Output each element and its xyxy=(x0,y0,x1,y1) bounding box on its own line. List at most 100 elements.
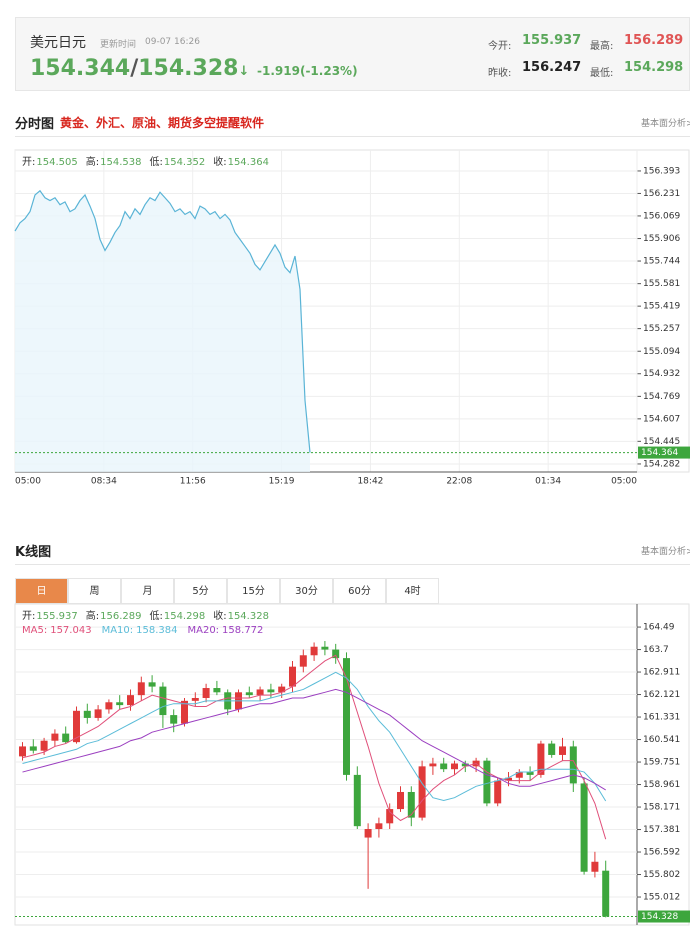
price-line xyxy=(14,189,311,453)
candle-body xyxy=(559,746,566,755)
last-price-label: 154.328 xyxy=(641,912,678,922)
info-label: 高: xyxy=(86,155,99,168)
candle-body xyxy=(299,655,307,667)
candle-body xyxy=(548,743,556,755)
candle-body xyxy=(375,823,383,830)
y-tick-label: 155.906 xyxy=(643,234,680,244)
candle-body xyxy=(386,809,394,824)
info-value: 155.937 xyxy=(36,611,77,622)
candle-body xyxy=(429,763,437,767)
quote-line: 154.344/154.328↓ -1.919(-1.23%) xyxy=(30,56,358,81)
candle-body xyxy=(105,702,113,710)
candle-body xyxy=(40,740,48,751)
candle-body xyxy=(397,791,404,810)
y-tick-label: 156.069 xyxy=(643,211,680,221)
y-tick-label: 154.607 xyxy=(643,414,680,424)
info-value: 154.538 xyxy=(100,157,141,168)
candle-body xyxy=(29,746,37,751)
candle-body xyxy=(418,766,426,818)
promo-link[interactable]: 黄金、外汇、原油、期货多空提醒软件 xyxy=(60,116,265,130)
update-label: 更新时间 xyxy=(100,40,137,50)
stat-value: 155.937 xyxy=(522,33,582,48)
stat-label: 最高: xyxy=(590,41,614,52)
legend-value: 158.772 xyxy=(222,625,263,636)
x-tick-label: 05:00 xyxy=(15,477,41,487)
tab[interactable]: 5分 xyxy=(174,578,227,604)
info-value: 154.328 xyxy=(228,611,269,622)
y-tick-label: 157.381 xyxy=(643,825,680,835)
info-label: 低: xyxy=(149,155,162,168)
bid: 154.344 xyxy=(30,56,131,81)
last-price-box xyxy=(638,446,690,459)
candle-body xyxy=(267,689,275,693)
y-tick-label: 164.49 xyxy=(643,623,675,633)
x-tick-label: 15:19 xyxy=(269,477,295,487)
candle-body xyxy=(289,666,296,687)
candle-body xyxy=(245,692,253,696)
last-price-label: 154.364 xyxy=(641,448,678,458)
candle-body xyxy=(116,702,124,706)
arrow: ↓ xyxy=(238,64,250,79)
candle-body xyxy=(321,646,329,650)
section-title: 分时图 xyxy=(15,117,55,132)
price-area xyxy=(15,190,310,472)
tab[interactable]: 月 xyxy=(121,578,174,604)
candle-body xyxy=(569,746,577,784)
y-tick-label: 155.094 xyxy=(643,347,680,357)
info-value: 154.505 xyxy=(36,157,77,168)
stat-value: 156.289 xyxy=(624,33,684,48)
x-tick-label: 05:00 xyxy=(611,477,637,487)
y-tick-label: 154.932 xyxy=(643,369,680,379)
fundamental-link[interactable]: 基本面分析> xyxy=(641,119,690,129)
candle-body xyxy=(148,682,156,687)
y-tick-label: 158.171 xyxy=(643,803,680,813)
ma-line xyxy=(22,654,607,840)
x-tick-label: 01:34 xyxy=(535,477,561,487)
stat-label: 昨收: xyxy=(488,68,512,79)
candle-body xyxy=(461,763,469,767)
y-tick-label: 155.744 xyxy=(643,257,680,267)
candle-body xyxy=(256,689,264,696)
fundamental-link[interactable]: 基本面分析> xyxy=(641,547,690,557)
candle-body xyxy=(515,772,523,778)
divider xyxy=(15,564,690,565)
stat-value: 154.298 xyxy=(624,60,684,75)
ma-line xyxy=(22,671,607,802)
info-label: 低: xyxy=(149,609,162,622)
candle-body xyxy=(364,829,372,838)
candle-body xyxy=(278,686,286,693)
y-tick-label: 156.393 xyxy=(643,166,680,176)
candle-body xyxy=(407,791,415,818)
candle-body xyxy=(353,774,361,827)
candle-body xyxy=(526,772,534,775)
tab[interactable]: 日 xyxy=(15,578,68,604)
last-price-box xyxy=(638,910,690,923)
candle-body xyxy=(483,760,491,804)
tab[interactable]: 4时 xyxy=(386,578,439,604)
info-label: 高: xyxy=(86,609,99,622)
y-tick-label: 162.121 xyxy=(643,690,680,700)
y-tick-label: 158.961 xyxy=(643,780,680,790)
candle-body xyxy=(440,763,448,770)
stat-value: 156.247 xyxy=(522,60,582,75)
x-tick-label: 22:08 xyxy=(446,477,472,487)
info-value: 156.289 xyxy=(100,611,141,622)
y-tick-label: 155.581 xyxy=(643,279,680,289)
candle-body xyxy=(202,688,210,698)
candle-body xyxy=(73,710,80,743)
candle-body xyxy=(494,780,502,804)
quote-header xyxy=(15,17,690,91)
y-tick-label: 156.592 xyxy=(643,848,680,858)
update-time: 09-07 16:26 xyxy=(145,37,200,47)
y-tick-label: 159.751 xyxy=(643,758,680,768)
y-tick-label: 162.911 xyxy=(643,668,680,678)
separator: / xyxy=(130,56,139,81)
y-tick-label: 163.7 xyxy=(643,645,669,655)
candle-body xyxy=(137,682,145,696)
x-tick-label: 18:42 xyxy=(357,477,383,487)
y-tick-label: 154.445 xyxy=(643,437,680,447)
y-tick-label: 154.282 xyxy=(643,459,680,469)
y-tick-label: 155.802 xyxy=(643,870,680,880)
